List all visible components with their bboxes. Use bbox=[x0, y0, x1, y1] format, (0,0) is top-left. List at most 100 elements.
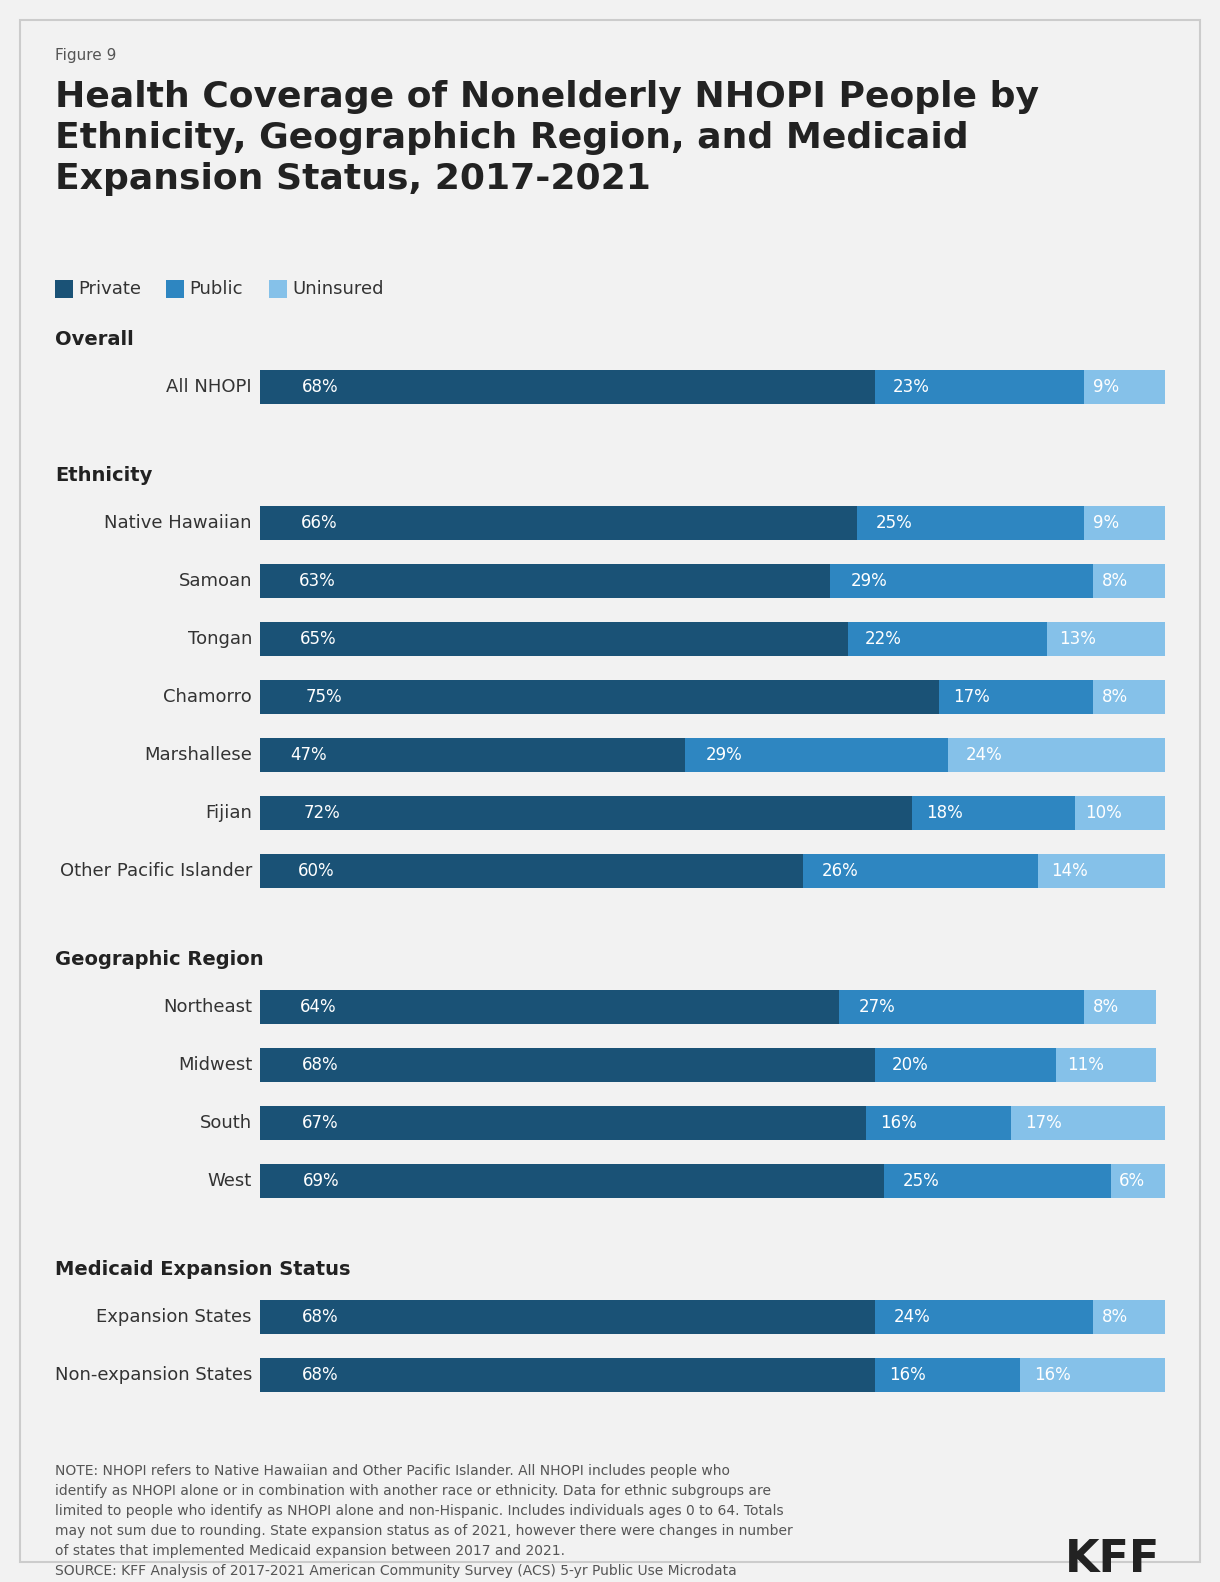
Bar bbox=[1083, 990, 1157, 1024]
Bar bbox=[260, 796, 911, 831]
Text: 18%: 18% bbox=[926, 804, 963, 823]
Bar bbox=[1011, 1106, 1165, 1141]
Text: 65%: 65% bbox=[300, 630, 337, 649]
Text: 14%: 14% bbox=[1050, 862, 1088, 880]
Bar bbox=[260, 506, 858, 539]
Bar bbox=[866, 1106, 1011, 1141]
Text: Public: Public bbox=[189, 280, 243, 297]
Text: 47%: 47% bbox=[290, 747, 327, 764]
Text: 16%: 16% bbox=[880, 1114, 916, 1133]
Text: 16%: 16% bbox=[1033, 1365, 1071, 1384]
Bar bbox=[260, 737, 686, 772]
Bar bbox=[260, 1047, 876, 1082]
Text: 13%: 13% bbox=[1059, 630, 1097, 649]
Text: 64%: 64% bbox=[300, 998, 337, 1016]
Bar bbox=[876, 1047, 1057, 1082]
Text: Samoan: Samoan bbox=[178, 573, 253, 590]
Text: Geographic Region: Geographic Region bbox=[55, 951, 264, 970]
Text: 66%: 66% bbox=[301, 514, 338, 532]
Text: 63%: 63% bbox=[299, 573, 336, 590]
Bar bbox=[260, 1106, 866, 1141]
Bar bbox=[1093, 680, 1165, 713]
Bar bbox=[268, 280, 287, 297]
Bar bbox=[1083, 370, 1165, 403]
Text: Overall: Overall bbox=[55, 331, 134, 350]
Text: 68%: 68% bbox=[301, 1308, 338, 1326]
Bar bbox=[260, 680, 938, 713]
Text: Private: Private bbox=[78, 280, 142, 297]
Bar bbox=[876, 370, 1083, 403]
Bar bbox=[876, 1300, 1093, 1334]
Text: NOTE: NHOPI refers to Native Hawaiian and Other Pacific Islander. All NHOPI incl: NOTE: NHOPI refers to Native Hawaiian an… bbox=[55, 1463, 793, 1582]
Text: West: West bbox=[207, 1172, 253, 1190]
Text: 6%: 6% bbox=[1119, 1172, 1146, 1190]
Text: Non-expansion States: Non-expansion States bbox=[55, 1365, 253, 1384]
Bar bbox=[260, 854, 803, 888]
Bar bbox=[858, 506, 1083, 539]
Bar bbox=[55, 280, 73, 297]
Bar bbox=[1038, 854, 1165, 888]
Bar bbox=[260, 622, 848, 657]
Text: Health Coverage of Nonelderly NHOPI People by
Ethnicity, Geographich Region, and: Health Coverage of Nonelderly NHOPI Peop… bbox=[55, 81, 1039, 196]
Text: 10%: 10% bbox=[1085, 804, 1121, 823]
Bar bbox=[260, 1300, 876, 1334]
Text: 24%: 24% bbox=[966, 747, 1003, 764]
Bar bbox=[830, 565, 1093, 598]
Bar bbox=[938, 680, 1093, 713]
Bar bbox=[166, 280, 184, 297]
Text: 17%: 17% bbox=[953, 688, 989, 706]
Bar bbox=[876, 1357, 1020, 1392]
Text: 8%: 8% bbox=[1102, 688, 1128, 706]
Text: Marshallese: Marshallese bbox=[144, 747, 253, 764]
Text: All NHOPI: All NHOPI bbox=[166, 378, 253, 396]
Text: 67%: 67% bbox=[301, 1114, 338, 1133]
Bar bbox=[686, 737, 948, 772]
Text: 8%: 8% bbox=[1093, 998, 1119, 1016]
Bar bbox=[884, 1164, 1110, 1198]
Bar bbox=[1110, 1164, 1165, 1198]
Text: 22%: 22% bbox=[865, 630, 902, 649]
Text: 72%: 72% bbox=[304, 804, 340, 823]
Text: 16%: 16% bbox=[889, 1365, 926, 1384]
Text: 17%: 17% bbox=[1025, 1114, 1063, 1133]
Bar bbox=[911, 796, 1075, 831]
Bar bbox=[848, 622, 1047, 657]
Text: Native Hawaiian: Native Hawaiian bbox=[105, 514, 253, 532]
Text: Uninsured: Uninsured bbox=[292, 280, 383, 297]
Text: 75%: 75% bbox=[306, 688, 343, 706]
Text: 8%: 8% bbox=[1102, 1308, 1128, 1326]
Text: 25%: 25% bbox=[903, 1172, 939, 1190]
Text: 11%: 11% bbox=[1068, 1057, 1104, 1074]
Text: 8%: 8% bbox=[1102, 573, 1128, 590]
Bar bbox=[260, 990, 839, 1024]
Text: South: South bbox=[200, 1114, 253, 1133]
Text: 68%: 68% bbox=[301, 1057, 338, 1074]
Text: 25%: 25% bbox=[876, 514, 913, 532]
Bar bbox=[260, 1164, 884, 1198]
Text: 23%: 23% bbox=[893, 378, 930, 396]
Text: 69%: 69% bbox=[303, 1172, 339, 1190]
Bar bbox=[260, 565, 830, 598]
Text: Medicaid Expansion Status: Medicaid Expansion Status bbox=[55, 1259, 350, 1278]
Text: Ethnicity: Ethnicity bbox=[55, 467, 152, 486]
Text: Chamorro: Chamorro bbox=[163, 688, 253, 706]
Text: KFF: KFF bbox=[1065, 1538, 1160, 1580]
Bar bbox=[1093, 1300, 1165, 1334]
Text: 29%: 29% bbox=[850, 573, 888, 590]
Text: 20%: 20% bbox=[892, 1057, 928, 1074]
Text: Fijian: Fijian bbox=[205, 804, 253, 823]
Bar bbox=[260, 370, 876, 403]
Text: 29%: 29% bbox=[706, 747, 743, 764]
Text: 24%: 24% bbox=[893, 1308, 930, 1326]
Bar bbox=[839, 990, 1083, 1024]
Text: Midwest: Midwest bbox=[178, 1057, 253, 1074]
Bar bbox=[1075, 796, 1165, 831]
Text: 9%: 9% bbox=[1093, 514, 1120, 532]
Bar bbox=[1020, 1357, 1165, 1392]
Bar bbox=[1057, 1047, 1157, 1082]
Text: Tongan: Tongan bbox=[188, 630, 253, 649]
Text: Expansion States: Expansion States bbox=[96, 1308, 253, 1326]
Bar bbox=[1047, 622, 1165, 657]
Bar bbox=[803, 854, 1038, 888]
Text: Northeast: Northeast bbox=[163, 998, 253, 1016]
